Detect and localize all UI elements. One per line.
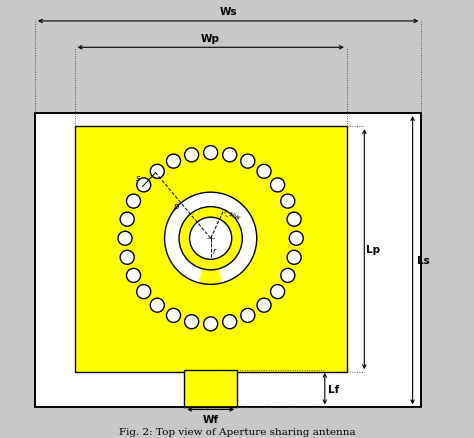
Circle shape <box>271 178 284 192</box>
Text: s: s <box>136 173 140 183</box>
Bar <box>184 370 237 407</box>
Circle shape <box>204 146 218 160</box>
Circle shape <box>150 298 164 312</box>
Circle shape <box>184 315 199 329</box>
Text: Lp: Lp <box>366 245 380 254</box>
Bar <box>35 114 421 407</box>
Text: r_siw: r_siw <box>222 207 241 221</box>
Circle shape <box>166 155 181 169</box>
Circle shape <box>127 269 141 283</box>
Text: r: r <box>213 247 216 256</box>
Circle shape <box>257 165 271 179</box>
Circle shape <box>241 309 255 323</box>
Circle shape <box>241 155 255 169</box>
Circle shape <box>184 148 199 162</box>
Wedge shape <box>199 269 223 285</box>
Bar <box>74 127 347 372</box>
Circle shape <box>150 165 164 179</box>
Circle shape <box>287 251 301 265</box>
Text: p: p <box>173 201 179 211</box>
Text: Ws: Ws <box>219 7 237 17</box>
Circle shape <box>164 193 257 285</box>
Circle shape <box>257 298 271 312</box>
Circle shape <box>166 309 181 323</box>
Circle shape <box>271 285 284 299</box>
Circle shape <box>120 213 134 227</box>
Circle shape <box>120 251 134 265</box>
Circle shape <box>289 232 303 246</box>
Circle shape <box>190 218 232 260</box>
Circle shape <box>287 213 301 227</box>
Circle shape <box>281 194 295 208</box>
Circle shape <box>179 207 242 270</box>
Circle shape <box>281 269 295 283</box>
Text: Ls: Ls <box>417 256 430 265</box>
Text: Wp: Wp <box>201 34 220 43</box>
Bar <box>18 0 456 114</box>
Circle shape <box>137 178 151 192</box>
Circle shape <box>127 194 141 208</box>
Bar <box>35 114 421 407</box>
Text: Wf: Wf <box>202 414 219 424</box>
Circle shape <box>223 148 237 162</box>
Text: Lf: Lf <box>328 384 339 394</box>
Circle shape <box>223 315 237 329</box>
Circle shape <box>204 317 218 331</box>
Text: Fig. 2: Top view of Aperture sharing antenna: Fig. 2: Top view of Aperture sharing ant… <box>118 427 356 436</box>
Circle shape <box>137 285 151 299</box>
Circle shape <box>118 232 132 246</box>
